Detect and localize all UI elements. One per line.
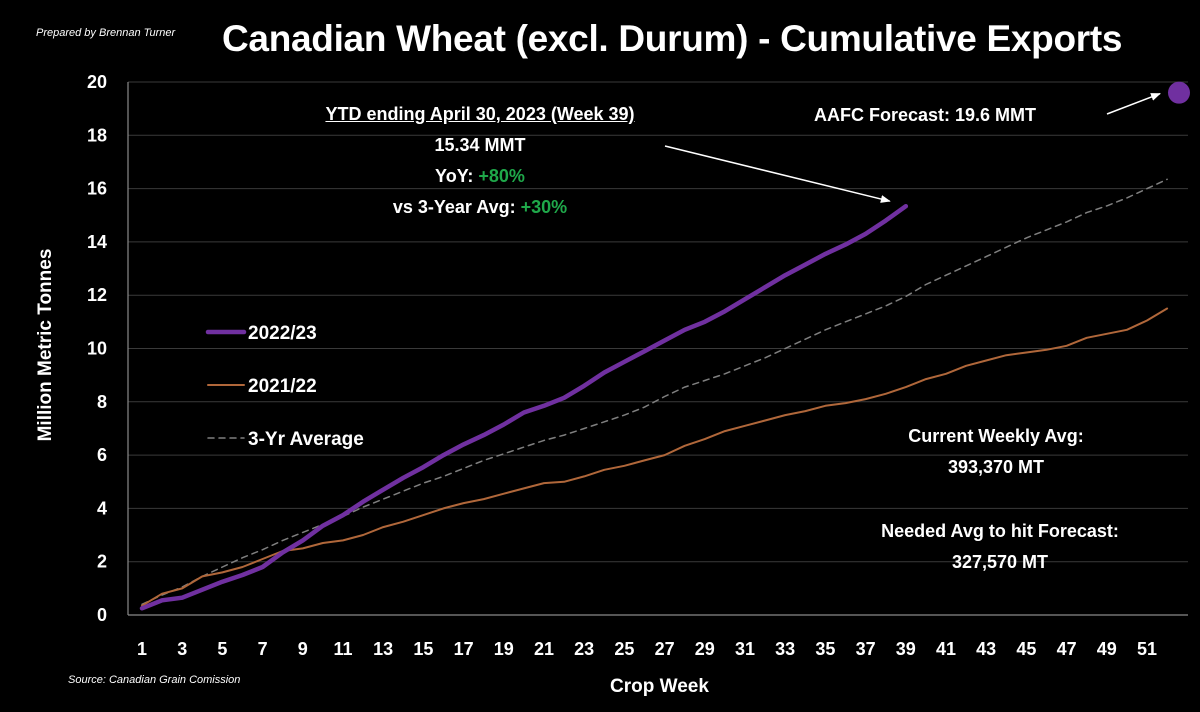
ytd-heading: YTD ending April 30, 2023 (Week 39) bbox=[325, 104, 635, 124]
ytd-total: 15.34 MMT bbox=[434, 135, 526, 155]
x-tick-label: 25 bbox=[614, 639, 634, 659]
needed-avg-annotation: Needed Avg to hit Forecast: 327,570 MT bbox=[881, 516, 1119, 578]
y-tick-label: 6 bbox=[97, 445, 107, 465]
yoy-label: YoY: bbox=[435, 166, 479, 186]
legend: 2022/23 2021/22 3-Yr Average bbox=[205, 323, 364, 450]
series-lines bbox=[139, 81, 1190, 611]
y-axis-title: Million Metric Tonnes bbox=[35, 248, 56, 442]
chart-title: Canadian Wheat (excl. Durum) - Cumulativ… bbox=[222, 18, 1123, 59]
yoy-value: +80% bbox=[478, 166, 525, 186]
x-tick-label: 11 bbox=[333, 639, 352, 659]
vs-avg-value: +30% bbox=[520, 197, 568, 217]
vs-avg-line: vs 3-Year Avg: +30% bbox=[325, 192, 634, 223]
series-line-3-yr-average bbox=[141, 178, 1168, 606]
axes bbox=[127, 82, 1188, 616]
x-tick-label: 41 bbox=[936, 639, 956, 659]
x-tick-label: 21 bbox=[534, 639, 554, 659]
x-tick-label: 33 bbox=[775, 639, 795, 659]
x-tick-label: 27 bbox=[655, 639, 675, 659]
y-tick-labels: 0 2 4 6 8 10 12 14 16 18 20 bbox=[87, 72, 107, 625]
x-tick-label: 3 bbox=[177, 639, 187, 659]
x-tick-label: 39 bbox=[896, 639, 916, 659]
x-tick-label: 31 bbox=[735, 639, 755, 659]
yoy-line: YoY: +80% bbox=[325, 161, 634, 192]
x-tick-label: 19 bbox=[494, 639, 514, 659]
y-tick-label: 8 bbox=[97, 392, 107, 412]
y-tick-label: 16 bbox=[87, 179, 107, 199]
needed-avg-value: 327,570 MT bbox=[951, 552, 1049, 572]
x-tick-label: 17 bbox=[454, 639, 474, 659]
x-tick-label: 45 bbox=[1016, 639, 1036, 659]
x-tick-label: 5 bbox=[217, 639, 227, 659]
series-line-2022-23 bbox=[139, 203, 909, 611]
weekly-avg-value: 393,370 MT bbox=[947, 457, 1045, 477]
x-tick-label: 47 bbox=[1057, 639, 1077, 659]
grid-lines bbox=[128, 81, 1188, 563]
y-tick-label: 0 bbox=[97, 605, 107, 625]
ytd-arrow bbox=[664, 145, 891, 203]
y-tick-label: 14 bbox=[87, 232, 107, 252]
x-tick-label: 9 bbox=[298, 639, 308, 659]
weekly-avg-label: Current Weekly Avg: bbox=[908, 426, 1084, 446]
weekly-avg-annotation: Current Weekly Avg: 393,370 MT bbox=[908, 421, 1083, 483]
forecast-arrow bbox=[1106, 92, 1161, 115]
legend-label: 2022/23 bbox=[248, 323, 317, 344]
x-tick-label: 49 bbox=[1097, 639, 1117, 659]
y-tick-label: 18 bbox=[87, 125, 107, 145]
y-tick-label: 12 bbox=[87, 285, 107, 305]
x-tick-label: 37 bbox=[856, 639, 876, 659]
credit-text: Prepared by Brennan Turner bbox=[36, 27, 176, 39]
y-tick-label: 10 bbox=[87, 339, 107, 359]
x-tick-label: 51 bbox=[1137, 639, 1157, 659]
series-line-2021-22 bbox=[141, 307, 1169, 607]
forecast-point bbox=[1168, 81, 1190, 104]
x-tick-label: 29 bbox=[695, 639, 715, 659]
x-tick-label: 35 bbox=[815, 639, 835, 659]
x-tick-label: 7 bbox=[258, 639, 268, 659]
x-tick-label: 1 bbox=[137, 639, 147, 659]
source-text: Source: Canadian Grain Comission bbox=[68, 674, 241, 686]
annotation-arrows bbox=[664, 92, 1161, 203]
ytd-annotation: YTD ending April 30, 2023 (Week 39) 15.3… bbox=[325, 99, 634, 223]
y-tick-label: 2 bbox=[97, 552, 107, 572]
legend-label: 2021/22 bbox=[248, 376, 317, 397]
y-tick-label: 20 bbox=[87, 72, 107, 92]
vs-avg-label: vs 3-Year Avg: bbox=[392, 197, 521, 217]
x-tick-label: 15 bbox=[413, 639, 433, 659]
x-tick-label: 43 bbox=[976, 639, 996, 659]
y-tick-label: 4 bbox=[97, 498, 107, 518]
needed-avg-label: Needed Avg to hit Forecast: bbox=[881, 521, 1119, 541]
x-tick-label: 23 bbox=[574, 639, 594, 659]
legend-label: 3-Yr Average bbox=[248, 429, 364, 450]
x-axis-title: Crop Week bbox=[610, 676, 709, 697]
x-tick-label: 13 bbox=[373, 639, 393, 659]
x-tick-labels: 1 3 5 7 9 11 13 15 17 19 21 23 25 27 29 31 33 35 37 39 41 43 4… bbox=[137, 639, 1157, 659]
forecast-annotation: AAFC Forecast: 19.6 MMT bbox=[814, 105, 1037, 125]
